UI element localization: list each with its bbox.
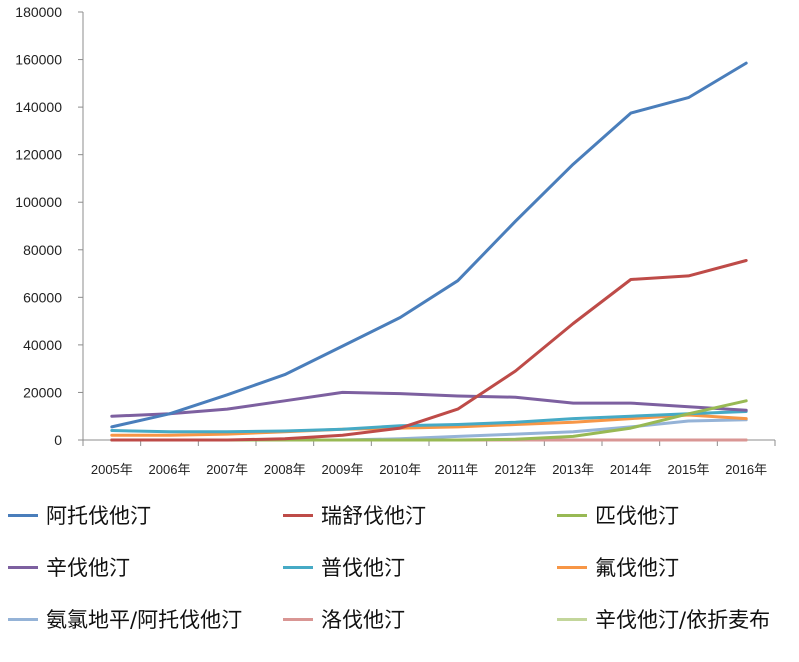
legend-label: 洛伐他汀 xyxy=(321,608,405,632)
x-tick-label: 2013年 xyxy=(552,462,594,477)
legend-label: 匹伐他汀 xyxy=(595,504,679,528)
y-tick-label: 60000 xyxy=(23,289,62,305)
y-tick-label: 120000 xyxy=(15,147,62,163)
x-axis: 2005年 2006年 2007年 2008年 2009年 2010年 2011年 2012年… xyxy=(82,439,776,477)
legend-swatch xyxy=(8,617,38,621)
x-tick-label: 2016年 xyxy=(725,462,767,477)
legend-swatch xyxy=(8,565,38,569)
y-tick-label: 140000 xyxy=(15,99,62,115)
y-tick-label: 160000 xyxy=(15,52,62,68)
legend-item: 瑞舒伐他汀 xyxy=(283,500,426,530)
series-line-1 xyxy=(110,259,748,442)
legend-item: 辛伐他汀 xyxy=(8,552,130,582)
x-tick-label: 2008年 xyxy=(264,462,306,477)
legend-label: 氟伐他汀 xyxy=(595,556,679,580)
line-chart: 0 20000 40000 60000 80000 100000 120000 140000 1… xyxy=(15,4,776,477)
legend-item: 洛伐他汀 xyxy=(283,604,405,634)
legend-label: 普伐他汀 xyxy=(321,556,405,580)
legend-label: 瑞舒伐他汀 xyxy=(321,504,426,528)
legend-swatch xyxy=(283,617,313,621)
series-line-0 xyxy=(110,61,748,429)
x-tick-label: 2012年 xyxy=(495,462,537,477)
legend-swatch xyxy=(8,513,38,517)
x-tick-label: 2005年 xyxy=(91,462,133,477)
legend-item: 普伐他汀 xyxy=(283,552,405,582)
x-tick-label: 2009年 xyxy=(322,462,364,477)
legend-swatch xyxy=(283,513,313,517)
series-line-3 xyxy=(110,390,748,418)
legend-label: 氨氯地平/阿托伐他汀 xyxy=(46,608,243,632)
legend-swatch xyxy=(283,565,313,569)
x-tick-label: 2014年 xyxy=(610,462,652,477)
y-tick-label: 20000 xyxy=(23,384,62,400)
x-tick-label: 2015年 xyxy=(668,462,710,477)
legend-item: 氟伐他汀 xyxy=(557,552,679,582)
legend-item: 氨氯地平/阿托伐他汀 xyxy=(8,604,242,634)
legend-swatch xyxy=(557,565,587,569)
x-tick-label: 2010年 xyxy=(379,462,421,477)
legend-swatch xyxy=(557,513,587,517)
x-tick-label: 2006年 xyxy=(149,462,191,477)
legend-label: 辛伐他汀 xyxy=(46,556,130,580)
y-tick-label: 0 xyxy=(54,432,62,448)
x-tick-label: 2007年 xyxy=(206,462,248,477)
legend-item: 匹伐他汀 xyxy=(557,500,679,530)
legend: 阿托伐他汀 瑞舒伐他汀 匹伐他汀辛伐他汀 普伐他汀 氟伐他汀氨氯地平/阿托伐他汀 洛伐他汀… xyxy=(0,500,799,662)
y-tick-label: 180000 xyxy=(15,4,62,20)
series-lines xyxy=(110,61,748,442)
x-tick-label: 2011年 xyxy=(437,462,478,477)
series-line-4 xyxy=(110,410,748,434)
y-tick-label: 80000 xyxy=(23,242,62,258)
y-tick-label: 40000 xyxy=(23,337,62,353)
legend-item: 辛伐他汀/依折麦布 xyxy=(557,604,770,634)
legend-item: 阿托伐他汀 xyxy=(8,500,151,530)
legend-label: 辛伐他汀/依折麦布 xyxy=(595,608,771,632)
series-line-5 xyxy=(110,413,748,437)
legend-swatch xyxy=(557,617,587,621)
y-axis: 0 20000 40000 60000 80000 100000 120000 140000 1… xyxy=(15,4,84,448)
legend-label: 阿托伐他汀 xyxy=(46,504,151,528)
y-tick-label: 100000 xyxy=(15,194,62,210)
